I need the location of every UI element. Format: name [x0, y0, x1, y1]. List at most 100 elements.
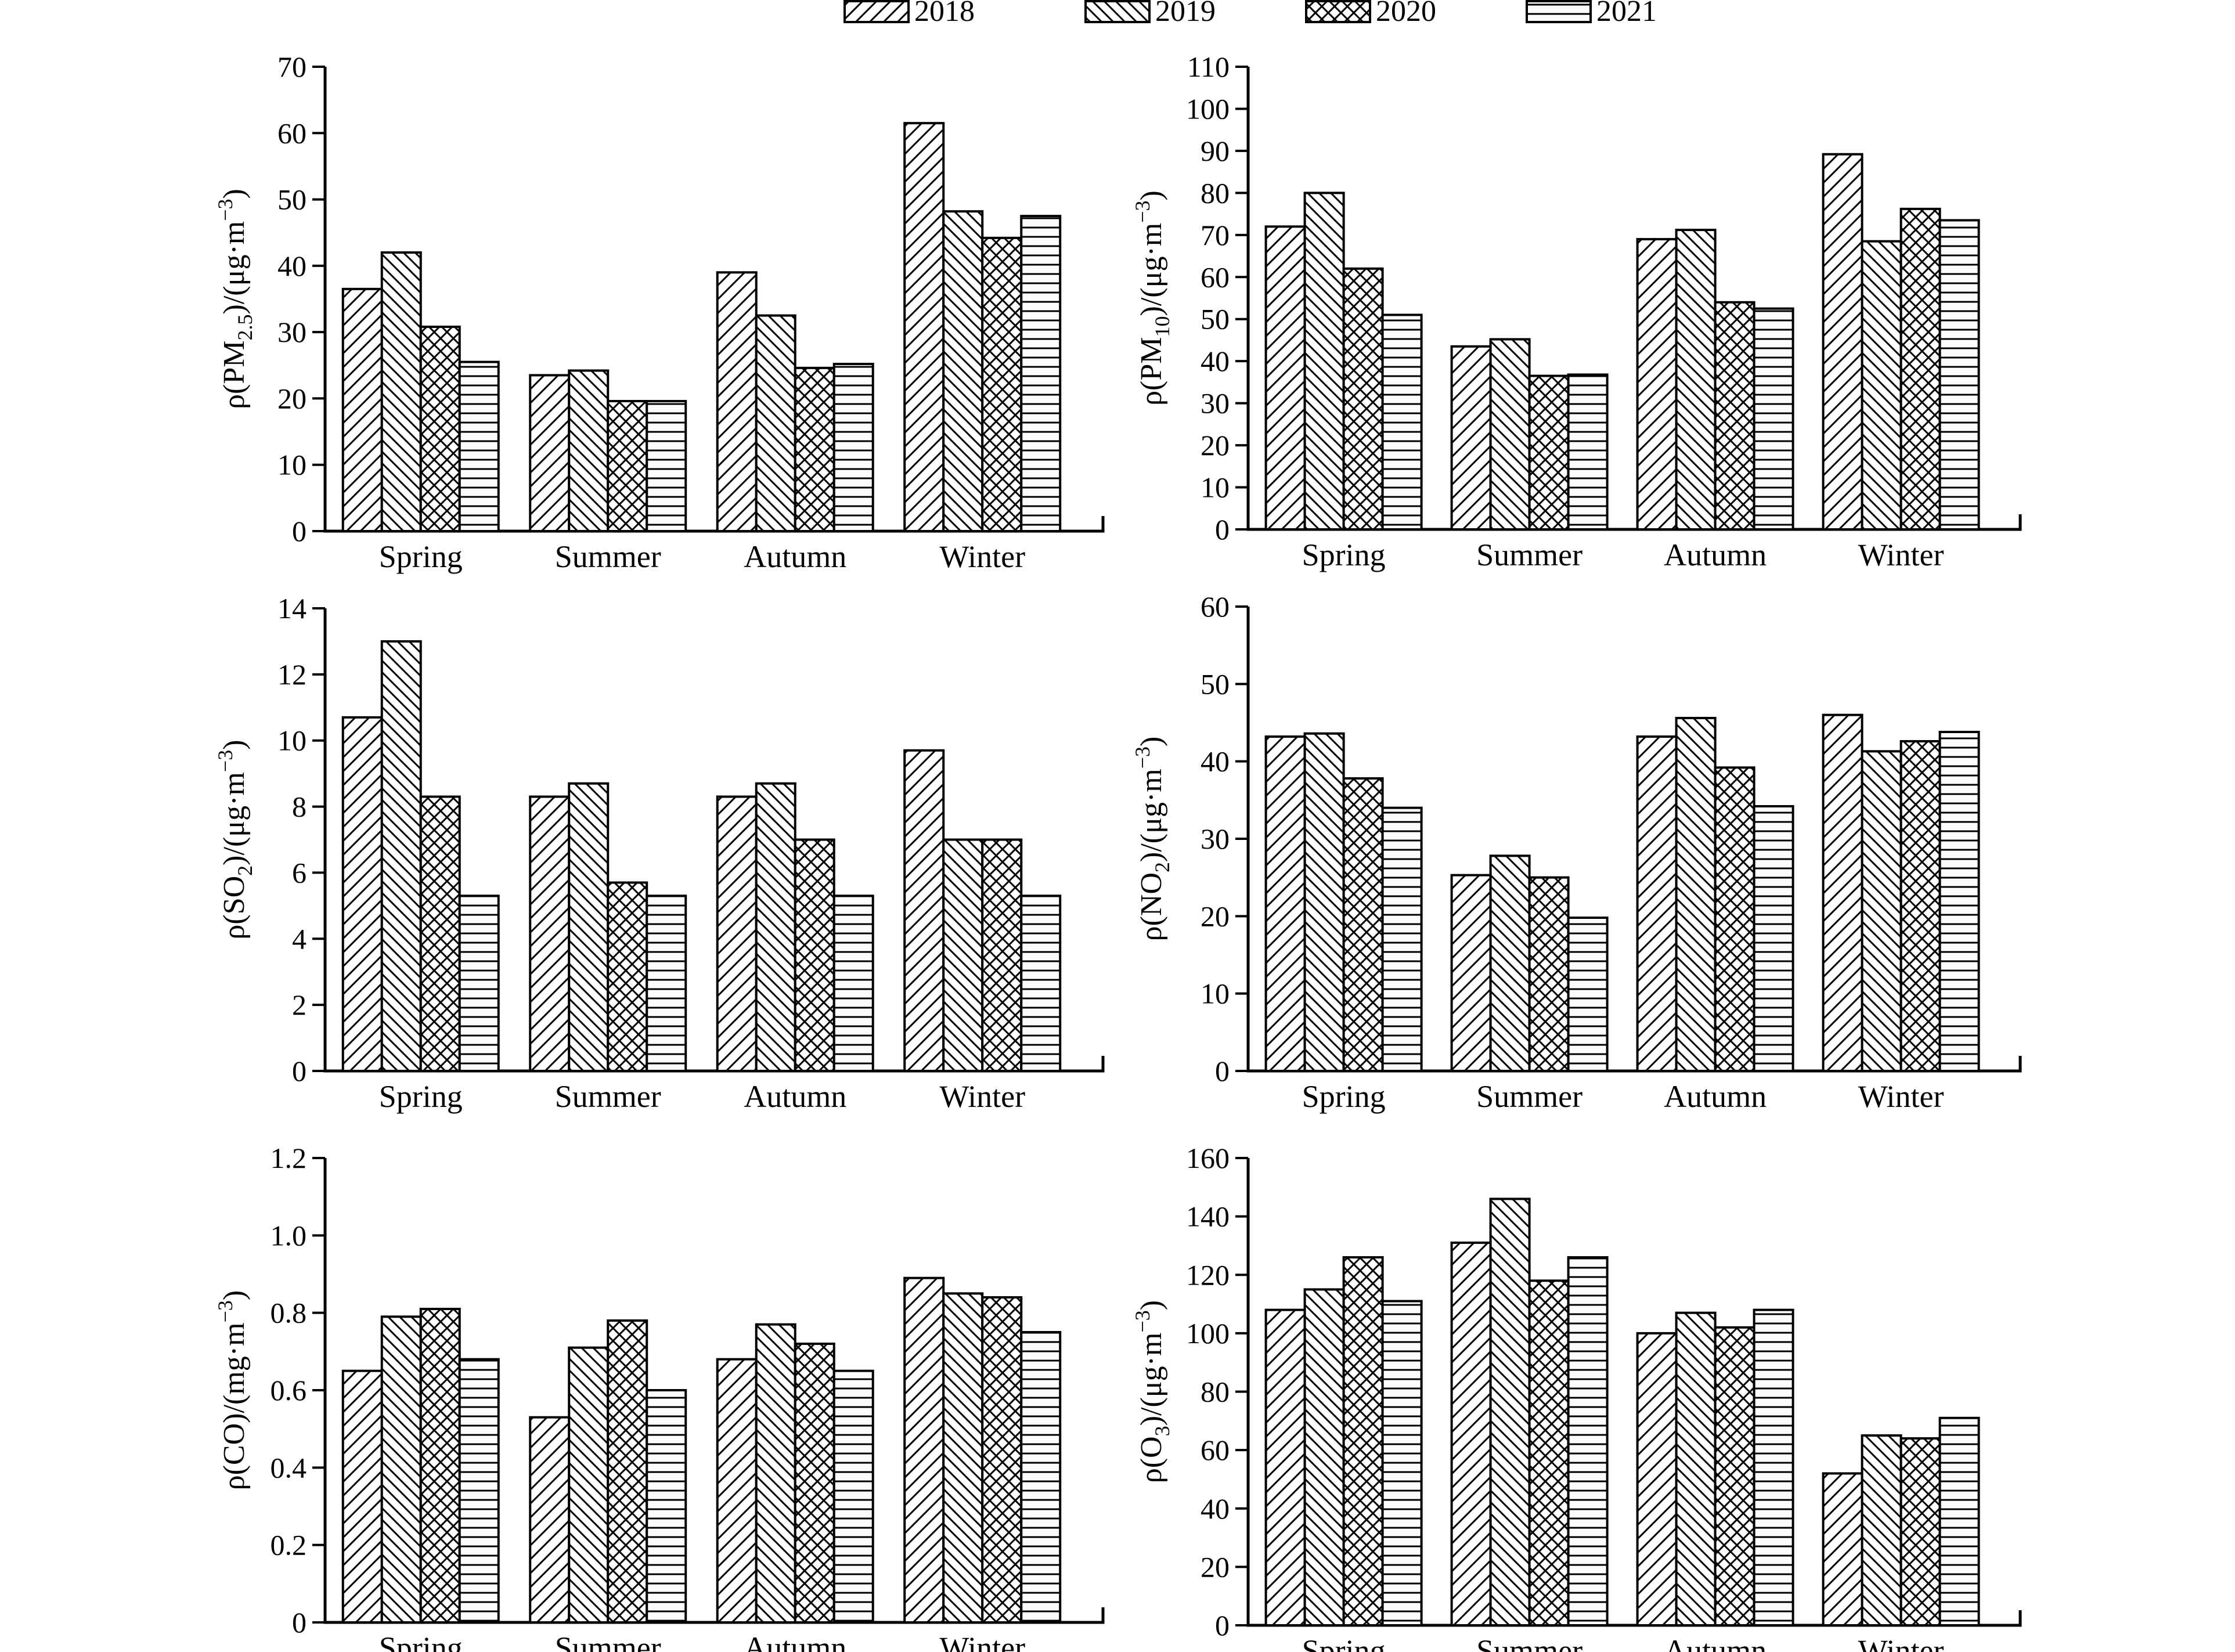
y-tick-label: 20 [277, 382, 307, 414]
bar-autumn-2019 [1675, 1311, 1717, 1626]
x-tick-label-spring: Spring [379, 539, 463, 574]
y-tick-label: 40 [1201, 1492, 1230, 1525]
axis-frame [1246, 67, 2022, 531]
bar-spring-2020 [419, 795, 461, 1072]
y-tick-label: 40 [277, 250, 307, 282]
x-tick-label-summer: Summer [555, 1631, 661, 1652]
bar-autumn-2020 [794, 1343, 835, 1624]
bar-summer-2018 [1450, 345, 1492, 531]
y-tick-label: 1.0 [271, 1219, 307, 1251]
y-axis-label: ρ(PM2.5)/(μg·m−3) [214, 189, 257, 409]
bar-winter-2020 [981, 1296, 1023, 1624]
y-tick-label: 80 [1201, 1376, 1230, 1408]
bar-summer-2019 [568, 1346, 610, 1624]
bar-summer-2019 [1489, 854, 1531, 1073]
x-tick-label-summer: Summer [555, 1079, 661, 1114]
y-tick-label: 6 [292, 856, 307, 889]
bar-winter-2020 [1899, 207, 1941, 531]
bar-spring-2018 [341, 287, 383, 532]
bar-spring-2018 [341, 716, 383, 1072]
y-tick-label: 0.6 [271, 1374, 307, 1406]
bar-summer-2021 [1567, 373, 1609, 531]
bar-autumn-2020 [1714, 766, 1755, 1073]
y-tick-label: 60 [1201, 261, 1230, 293]
x-tick-label-spring: Spring [1302, 1633, 1386, 1652]
bar-spring-2020 [1342, 1256, 1384, 1626]
bar-summer-2020 [1528, 1279, 1570, 1626]
y-tick-label: 1.2 [271, 1142, 307, 1174]
legend: 2018 2019 2020 2021 [843, 0, 1657, 28]
x-tick-label-winter: Winter [939, 1631, 1025, 1652]
y-tick-label: 4 [292, 922, 307, 955]
y-tick-label: 50 [1201, 668, 1230, 700]
y-tick-label: 10 [1201, 471, 1230, 504]
bar-spring-2020 [1342, 777, 1384, 1072]
bar-autumn-2018 [716, 1358, 758, 1624]
bar-autumn-2018 [1636, 238, 1678, 531]
bar-spring-2021 [458, 1358, 500, 1624]
bar-summer-2021 [1567, 1256, 1609, 1626]
y-tick-label: 10 [277, 449, 307, 481]
bar-winter-2019 [1861, 750, 1902, 1073]
y-tick-label: 0 [292, 1055, 307, 1087]
bar-summer-2019 [1489, 1197, 1531, 1626]
y-tick-label: 0 [1215, 1055, 1230, 1087]
x-tick-label-summer: Summer [555, 539, 661, 574]
bar-summer-2020 [607, 881, 648, 1073]
bar-summer-2021 [1567, 917, 1609, 1072]
bar-autumn-2018 [716, 271, 758, 532]
x-tick-label-spring: Spring [379, 1079, 463, 1114]
bar-spring-2019 [380, 640, 422, 1072]
bar-spring-2021 [458, 894, 500, 1072]
bar-winter-2018 [1822, 713, 1863, 1072]
bar-winter-2021 [1938, 731, 1980, 1072]
bar-summer-2020 [1528, 374, 1570, 531]
bar-autumn-2018 [1636, 735, 1678, 1072]
legend-item-2020: 2020 [1305, 0, 1436, 28]
legend-swatch-2021 [1526, 0, 1592, 23]
legend-label-2020: 2020 [1376, 0, 1436, 28]
bar-winter-2018 [1822, 1472, 1863, 1626]
y-tick-label: 70 [277, 51, 307, 83]
bar-winter-2019 [1861, 240, 1902, 531]
bar-spring-2021 [458, 360, 500, 532]
y-tick-label: 60 [1201, 1434, 1230, 1466]
bar-winter-2020 [1899, 740, 1941, 1072]
x-tick-label-summer: Summer [1476, 1633, 1582, 1652]
bar-summer-2021 [646, 1389, 687, 1624]
x-tick-label-winter: Winter [1858, 1079, 1944, 1114]
y-tick-label: 0 [1215, 1609, 1230, 1642]
y-tick-label: 40 [1201, 745, 1230, 778]
bar-autumn-2021 [832, 894, 874, 1072]
y-tick-label: 20 [1201, 429, 1230, 461]
bar-autumn-2019 [1675, 229, 1717, 531]
chart-panel-no2: 0 10 20 30 40 50 60 Spring Summer Autumn Winter ρ(N… [1131, 590, 2022, 1114]
bar-winter-2021 [1938, 1416, 1980, 1626]
x-tick-label-autumn: Autumn [744, 1631, 846, 1652]
bar-winter-2018 [903, 122, 945, 532]
y-tick-label: 80 [1201, 176, 1230, 209]
legend-label-2019: 2019 [1155, 0, 1216, 28]
y-tick-label: 100 [1186, 92, 1230, 125]
chart-panel-pm25: 0 10 20 30 40 50 60 70 Spring Summer Autumn Winter ρ… [214, 51, 1105, 574]
bar-summer-2018 [529, 795, 571, 1072]
y-tick-label: 0.4 [271, 1451, 307, 1484]
bar-winter-2021 [1020, 1331, 1062, 1624]
bar-winter-2021 [1938, 219, 1980, 531]
x-tick-label-winter: Winter [1858, 1633, 1944, 1652]
bar-summer-2021 [646, 400, 687, 532]
bar-winter-2018 [1822, 153, 1863, 531]
y-tick-label: 60 [1201, 590, 1230, 623]
y-tick-label: 100 [1186, 1317, 1230, 1350]
y-axis-label: ρ(NO2)/(μg·m−3) [1131, 737, 1174, 942]
bar-autumn-2020 [794, 838, 835, 1072]
chart-panel-o3: 0 20 40 60 80 100 120 140 160 Spring Summer Autumn W… [1131, 1142, 2022, 1652]
bar-spring-2019 [380, 251, 422, 532]
bar-winter-2019 [1861, 1434, 1902, 1626]
legend-label-2021: 2021 [1596, 0, 1657, 28]
x-tick-label-spring: Spring [1302, 1079, 1386, 1114]
y-tick-label: 50 [1201, 303, 1230, 336]
bar-summer-2021 [646, 894, 687, 1072]
y-tick-label: 20 [1201, 1550, 1230, 1583]
